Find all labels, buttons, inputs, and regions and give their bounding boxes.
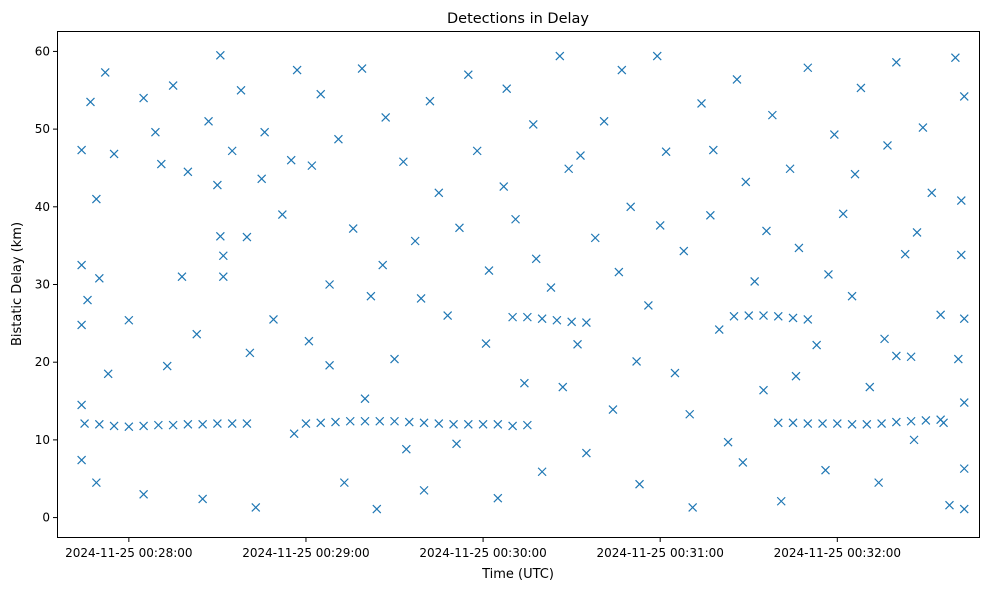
x-tick-label: 2024-11-25 00:28:00 (65, 546, 192, 560)
x-tick-label: 2024-11-25 00:31:00 (596, 546, 723, 560)
y-tick-label: 60 (35, 44, 50, 58)
y-tick-label: 0 (42, 511, 50, 525)
x-axis-label: Time (UTC) (481, 567, 554, 582)
y-tick-label: 50 (35, 122, 50, 136)
chart-title: Detections in Delay (447, 11, 589, 27)
x-tick-label: 2024-11-25 00:29:00 (242, 546, 369, 560)
y-tick-label: 10 (35, 433, 50, 447)
y-axis-label: Bistatic Delay (km) (10, 222, 25, 346)
x-tick-label: 2024-11-25 00:32:00 (774, 546, 901, 560)
y-tick-label: 30 (35, 278, 50, 292)
y-tick-label: 40 (35, 200, 50, 214)
x-tick-label: 2024-11-25 00:30:00 (419, 546, 546, 560)
y-tick-label: 20 (35, 355, 50, 369)
